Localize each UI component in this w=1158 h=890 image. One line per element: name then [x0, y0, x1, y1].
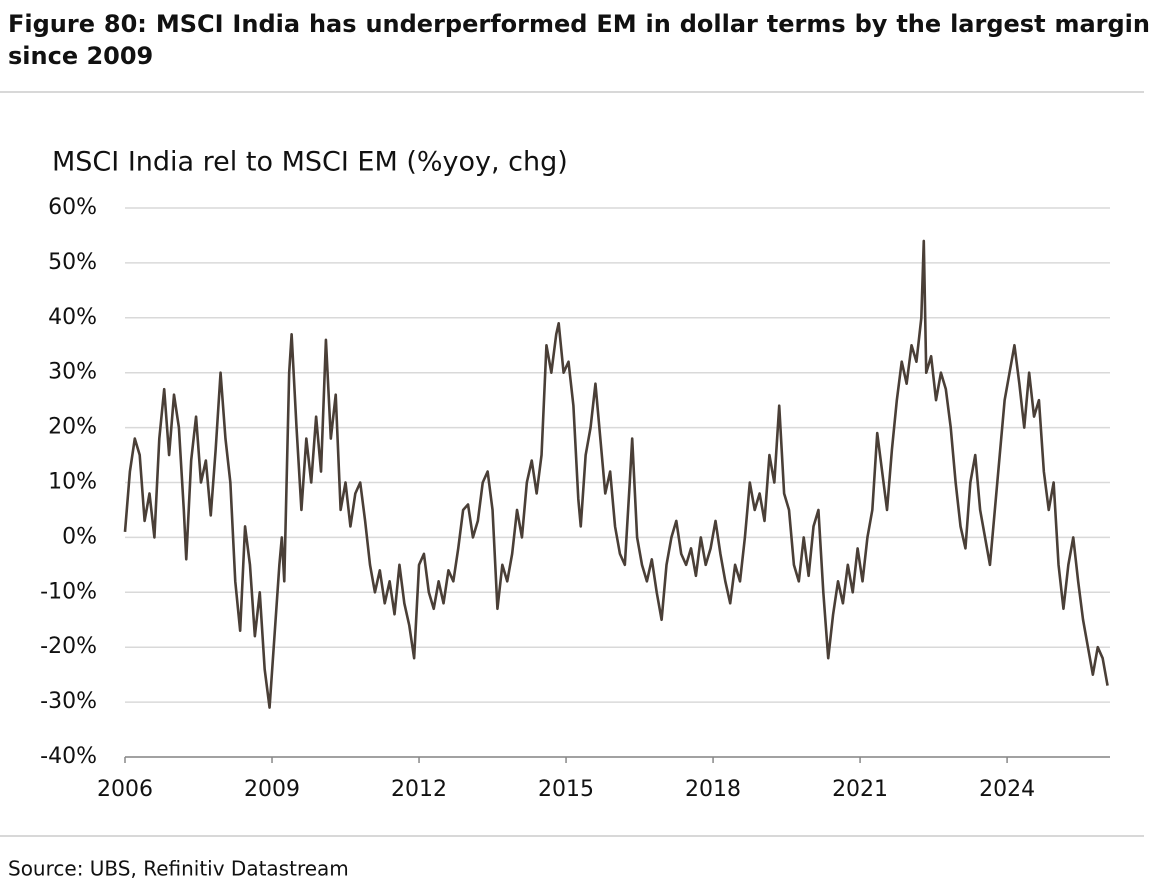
title-box: Figure 80: MSCI India has underperformed…	[8, 10, 1150, 70]
y-tick-label: -30%	[40, 689, 97, 714]
y-tick-label: -10%	[40, 579, 97, 604]
y-tick-label: 60%	[48, 195, 97, 220]
x-tick-label: 2024	[979, 777, 1035, 802]
x-tick-label: 2018	[685, 777, 741, 802]
y-tick-label: 40%	[48, 305, 97, 330]
x-tick-label: 2012	[391, 777, 447, 802]
chart-subtitle: MSCI India rel to MSCI EM (%yoy, chg)	[52, 147, 568, 178]
x-tick-label: 2009	[244, 777, 300, 802]
y-tick-label: 50%	[48, 250, 97, 275]
x-tick-label: 2021	[832, 777, 888, 802]
y-tick-label: 0%	[62, 524, 97, 549]
y-tick-label: -40%	[40, 744, 97, 769]
y-tick-label: 30%	[48, 360, 97, 385]
x-tick-label: 2015	[538, 777, 594, 802]
source-note: Source: UBS, Refinitiv Datastream	[8, 857, 349, 881]
series-line	[123, 239, 1109, 709]
y-tick-label: 20%	[48, 415, 97, 440]
chart-title: Figure 80: MSCI India has underperformed…	[8, 10, 1150, 70]
y-tick-label: -20%	[40, 634, 97, 659]
x-tick-label: 2006	[97, 777, 153, 802]
y-tick-label: 10%	[48, 470, 97, 495]
